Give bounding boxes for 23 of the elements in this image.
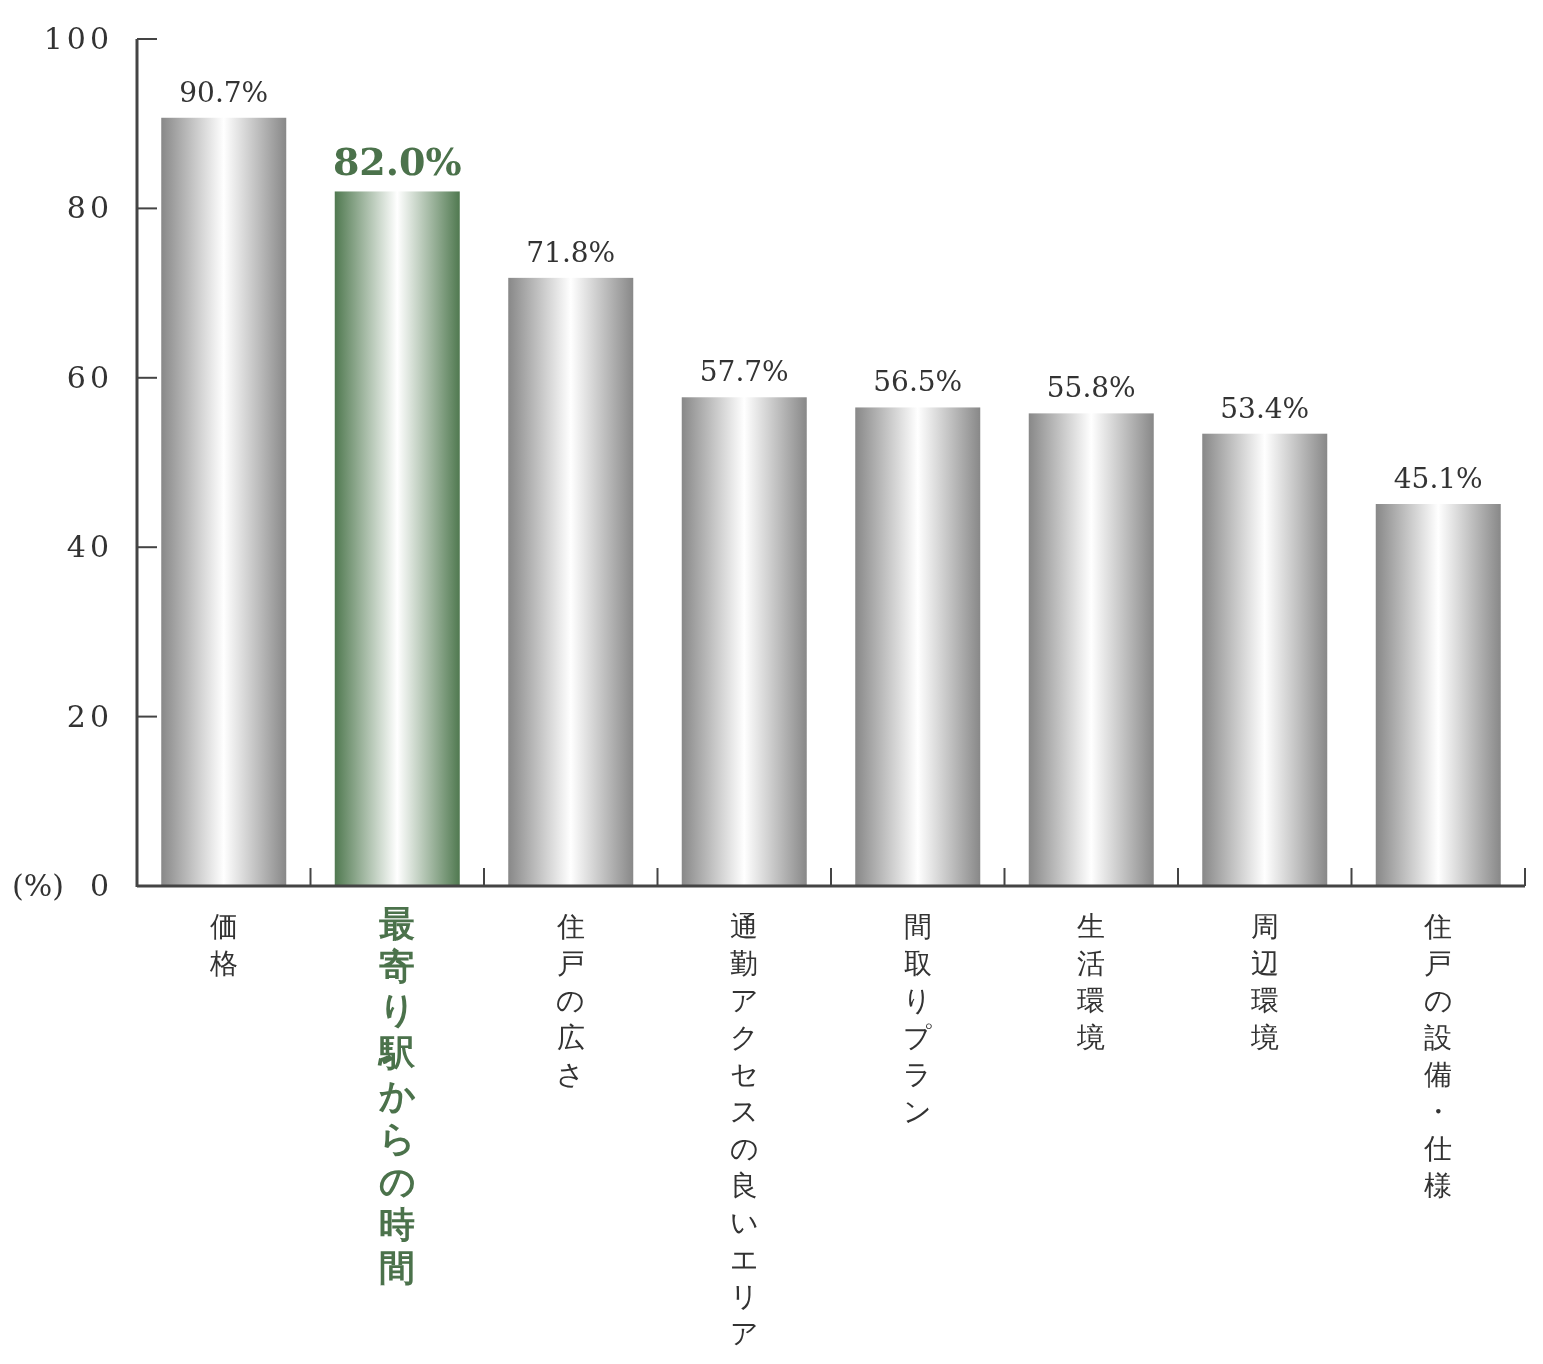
y-tick-label: 100 [43,21,113,56]
y-axis-title: (%) [12,868,64,903]
y-tick-label: 80 [66,190,113,226]
data-label: 55.8% [1046,371,1136,405]
x-tick-label: 生活環境 [1076,910,1106,1054]
data-label: 53.4% [1220,391,1310,425]
data-label: 90.7% [179,75,269,109]
data-label: 57.7% [699,355,789,389]
data-label: 82.0% [332,139,462,185]
category-label: 通勤アクセスの良いエリア [729,910,759,1350]
x-tick-label: 住戸の設備・仕様 [1423,910,1453,1202]
data-label: 71.8% [526,235,616,269]
x-tick-label: 価格 [208,910,238,980]
category-label: 最寄り駅からの時間 [378,902,416,1288]
y-tick-label: 20 [66,698,113,734]
y-tick-label: 60 [66,359,113,395]
y-tick-label: 40 [66,529,113,565]
data-label: 56.5% [873,365,963,399]
x-tick-label: 間取りプラン [903,910,933,1128]
data-label: 45.1% [1393,462,1483,495]
x-tick-label: 住戸の広さ [555,910,586,1091]
y-tick-label: 0 [89,868,113,903]
x-tick-label: 周辺環境 [1249,910,1279,1054]
